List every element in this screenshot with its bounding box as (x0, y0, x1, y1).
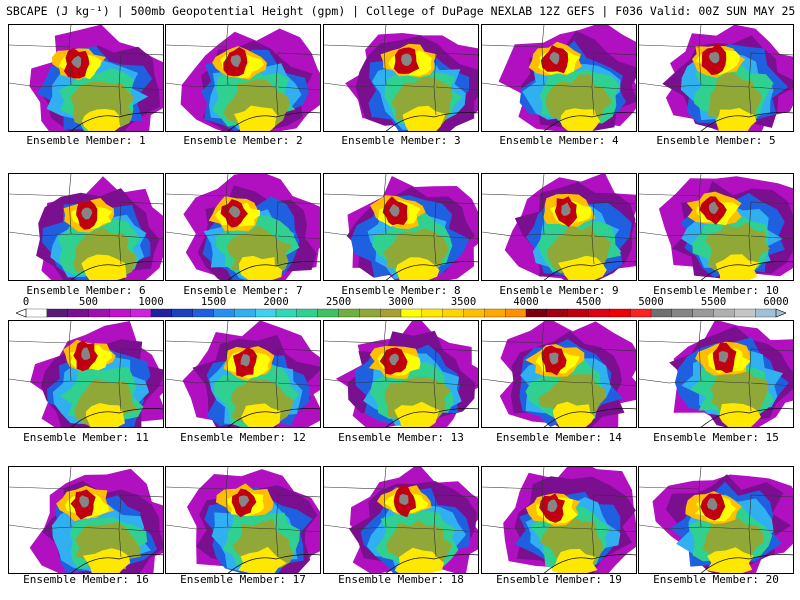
ensemble-member-label: Ensemble Member: 8 (341, 284, 461, 297)
colorbar-segment (505, 308, 527, 318)
ensemble-member-map (165, 24, 321, 132)
colorbar-segment (109, 308, 131, 318)
colorbar-segment (88, 308, 110, 318)
colorbar-segment (255, 308, 277, 318)
colorbar-segment (213, 308, 235, 318)
colorbar-tick-label: 1000 (138, 296, 164, 308)
ensemble-member-map (165, 466, 321, 574)
ensemble-member-map (481, 173, 637, 281)
colorbar-segment (296, 308, 319, 318)
ensemble-member-label: Ensemble Member: 18 (338, 573, 464, 586)
ensemble-member-label: Ensemble Member: 15 (653, 431, 779, 444)
page-title: SBCAPE (J kg⁻¹) | 500mb Geopotential Hei… (6, 4, 800, 18)
colorbar-tick-label: 4000 (513, 296, 539, 308)
colorbar-segment (46, 308, 69, 318)
colorbar-tick-labels: 0 500 1000 1500 2000 2500 3000 3500 4000 4500 5000… (0, 296, 800, 308)
colorbar-segment (192, 308, 214, 318)
colorbar-segment (400, 308, 423, 318)
colorbar-tick-label: 0 (22, 296, 30, 308)
ensemble-member-label: Ensemble Member: 10 (653, 284, 779, 297)
colorbar-min-arrow (16, 308, 27, 318)
colorbar-segment (525, 308, 548, 318)
ensemble-member-label: Ensemble Member: 7 (183, 284, 303, 297)
colorbar-segment (650, 308, 673, 318)
ensemble-member-map (638, 320, 794, 428)
colorbar-segment (713, 308, 735, 318)
colorbar (16, 308, 786, 318)
colorbar-segment (463, 308, 485, 318)
colorbar-tick-label: 500 (79, 296, 98, 308)
ensemble-member-map (323, 173, 479, 281)
colorbar-segment (442, 308, 464, 318)
ensemble-member-map (323, 24, 479, 132)
colorbar-segment (421, 308, 444, 318)
ensemble-member-label: Ensemble Member: 1 (26, 134, 146, 147)
ensemble-member-map (323, 320, 479, 428)
ensemble-member-label: Ensemble Member: 11 (23, 431, 149, 444)
colorbar-segment (150, 308, 173, 318)
colorbar-tick-label: 3500 (450, 296, 477, 308)
ensemble-member-map (165, 320, 321, 428)
colorbar-segment (317, 308, 339, 318)
colorbar-tick-label: 2500 (325, 296, 352, 308)
ensemble-member-map (638, 24, 794, 132)
colorbar-tick-label: 1500 (200, 296, 227, 308)
ensemble-member-label: Ensemble Member: 20 (653, 573, 779, 586)
colorbar-segment (234, 308, 256, 318)
colorbar-segment (734, 308, 756, 318)
ensemble-member-map (165, 173, 321, 281)
colorbar-segment (171, 308, 194, 318)
colorbar-segment (609, 308, 631, 318)
ensemble-member-label: Ensemble Member: 9 (499, 284, 619, 297)
ensemble-member-label: Ensemble Member: 13 (338, 431, 464, 444)
colorbar-segment (380, 308, 402, 318)
ensemble-member-map (481, 320, 637, 428)
colorbar-segment (338, 308, 360, 318)
colorbar-tick-label: 6000 (763, 296, 789, 308)
ensemble-member-label: Ensemble Member: 6 (26, 284, 146, 297)
ensemble-member-label: Ensemble Member: 16 (23, 573, 149, 586)
colorbar-segment (567, 308, 589, 318)
colorbar-segment (67, 308, 89, 318)
ensemble-member-label: Ensemble Member: 5 (656, 134, 776, 147)
colorbar-segment (130, 308, 152, 318)
ensemble-member-map (638, 173, 794, 281)
colorbar-segment (755, 308, 777, 318)
colorbar-segment (484, 308, 506, 318)
colorbar-tick-label: 2000 (263, 296, 289, 308)
colorbar-segment (630, 308, 652, 318)
colorbar-segment (588, 308, 610, 318)
ensemble-member-label: Ensemble Member: 17 (180, 573, 306, 586)
ensemble-member-label: Ensemble Member: 14 (496, 431, 622, 444)
colorbar-segment (546, 308, 569, 318)
colorbar-tick-label: 4500 (575, 296, 602, 308)
colorbar-segment (671, 308, 694, 318)
colorbar-segment (359, 308, 381, 318)
colorbar-tick-label: 5500 (700, 296, 727, 308)
ensemble-member-map (638, 466, 794, 574)
ensemble-member-label: Ensemble Member: 2 (183, 134, 303, 147)
ensemble-member-label: Ensemble Member: 3 (341, 134, 461, 147)
ensemble-member-label: Ensemble Member: 12 (180, 431, 306, 444)
ensemble-member-map (8, 466, 164, 574)
colorbar-segment (692, 308, 714, 318)
ensemble-member-map (481, 24, 637, 132)
ensemble-member-map (8, 24, 164, 132)
colorbar-tick-label: 3000 (388, 296, 414, 308)
colorbar-segment (25, 308, 48, 318)
ensemble-member-map (8, 173, 164, 281)
colorbar-segment (275, 308, 298, 318)
colorbar-tick-label: 5000 (638, 296, 664, 308)
ensemble-member-map (323, 466, 479, 574)
ensemble-member-map (481, 466, 637, 574)
ensemble-member-map (8, 320, 164, 428)
ensemble-member-label: Ensemble Member: 4 (499, 134, 619, 147)
ensemble-member-label: Ensemble Member: 19 (496, 573, 622, 586)
colorbar-max-arrow (775, 308, 786, 318)
